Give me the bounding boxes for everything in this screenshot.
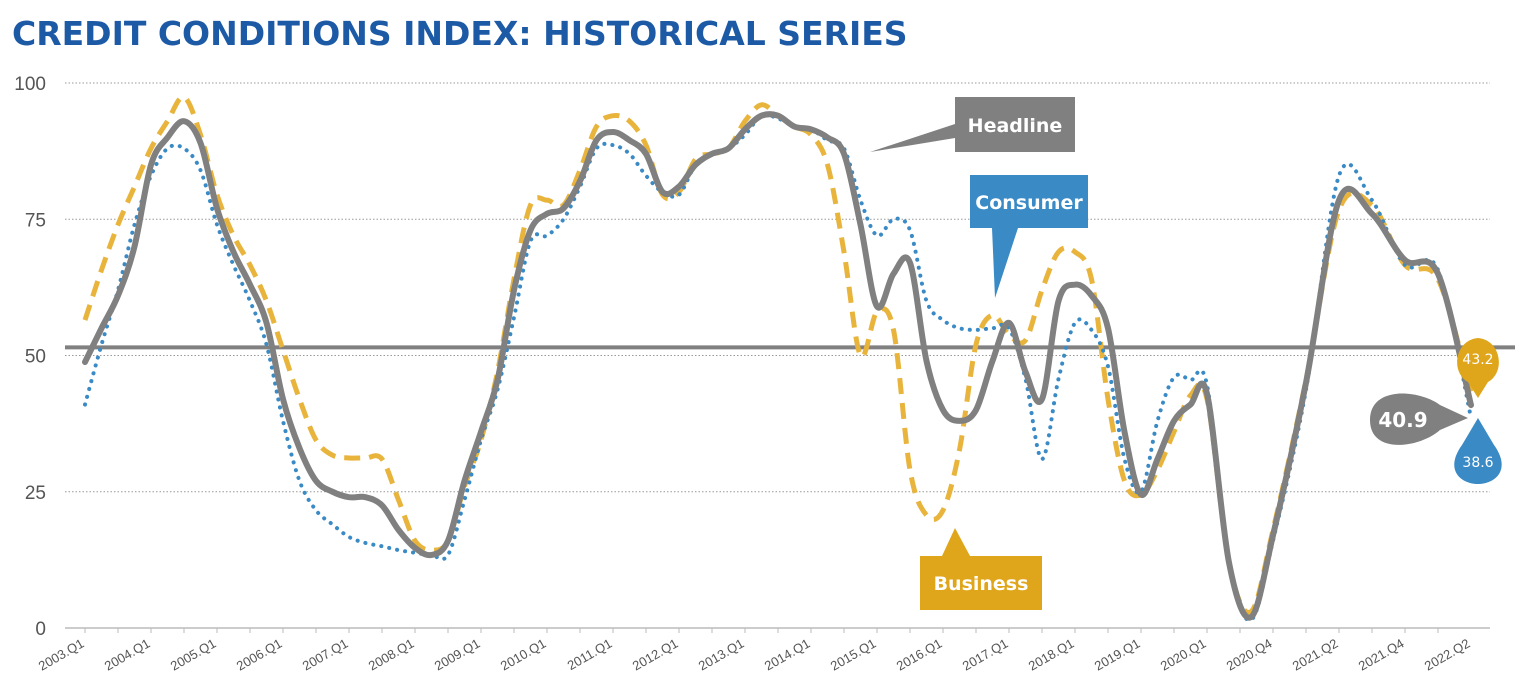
y-tick-label: 25 <box>25 483 46 504</box>
x-tick-label: 2022.Q2 <box>1422 636 1473 674</box>
x-tick-label: 2013.Q1 <box>696 636 747 674</box>
chart-title: CREDIT CONDITIONS INDEX: HISTORICAL SERI… <box>12 14 908 53</box>
consumer-label: Consumer <box>975 192 1083 214</box>
headline-label: Headline <box>968 115 1063 137</box>
x-tick-label: 2009.Q1 <box>432 636 483 674</box>
x-tick-label: 2020.Q4 <box>1224 636 1275 674</box>
x-tick-label: 2003.Q1 <box>36 636 87 674</box>
headline-callout <box>870 97 1075 152</box>
x-tick-label: 2008.Q1 <box>366 636 417 674</box>
headline-last-value: 40.9 <box>1378 408 1427 432</box>
headline-last-value-badge <box>1370 393 1468 445</box>
x-tick-label: 2010.Q1 <box>498 636 549 674</box>
x-tick-label: 2007.Q1 <box>300 636 351 674</box>
x-tick-label: 2006.Q1 <box>234 636 285 674</box>
x-tick-label: 2017.Q1 <box>960 636 1011 674</box>
x-tick-label: 2004.Q1 <box>102 636 153 674</box>
x-tick-label: 2011.Q1 <box>565 636 615 673</box>
consumer-last-value: 38.6 <box>1462 455 1493 471</box>
x-tick-label: 2005.Q1 <box>168 636 219 674</box>
y-tick-label: 100 <box>14 74 46 95</box>
x-tick-label: 2021.Q2 <box>1290 636 1341 674</box>
x-tick-label: 2018.Q1 <box>1026 636 1077 674</box>
x-tick-label: 2021.Q4 <box>1356 636 1407 674</box>
business-label: Business <box>934 573 1029 595</box>
series-line-headline <box>82 111 1474 621</box>
business-last-value: 43.2 <box>1462 352 1493 368</box>
business-callout <box>920 528 1042 610</box>
x-tick-label: 2016.Q1 <box>894 636 945 674</box>
x-tick-label: 2015.Q1 <box>828 636 879 674</box>
x-tick-label: 2019.Q1 <box>1092 636 1143 674</box>
x-tick-label: 2012.Q1 <box>630 636 681 674</box>
x-tick-label: 2014.Q1 <box>762 636 813 674</box>
consumer-last-value-badge <box>1454 418 1502 484</box>
y-tick-label: 50 <box>25 347 46 368</box>
y-tick-label: 0 <box>35 619 46 640</box>
series-line-business <box>82 94 1474 616</box>
consumer-callout <box>970 175 1088 298</box>
business-last-value-badge <box>1457 338 1499 398</box>
x-tick-label: 2020.Q1 <box>1158 636 1209 674</box>
series-line-consumer <box>83 112 1473 623</box>
y-tick-label: 75 <box>25 210 46 231</box>
